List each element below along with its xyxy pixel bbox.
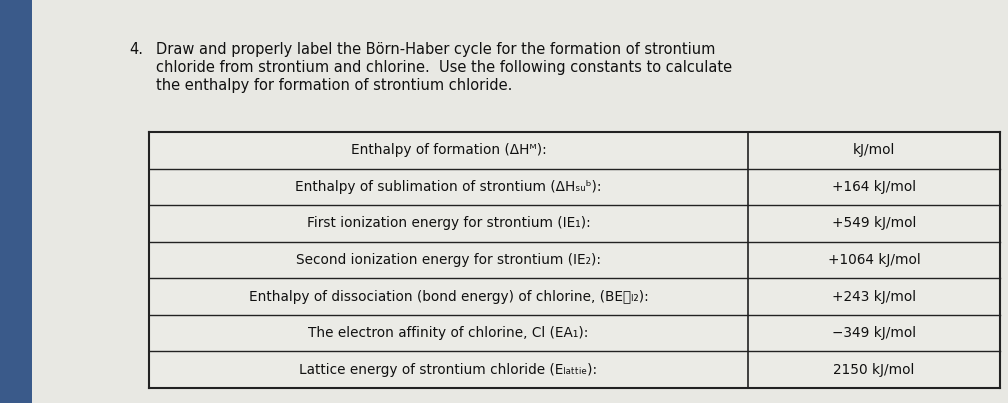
Text: +549 kJ/mol: +549 kJ/mol [832, 216, 916, 231]
Bar [149, 132, 1000, 388]
Text: kJ/mol: kJ/mol [853, 143, 895, 157]
Text: Enthalpy of sublimation of strontium (ΔHₛᵤᵇ):: Enthalpy of sublimation of strontium (ΔH… [295, 180, 602, 194]
Text: +243 kJ/mol: +243 kJ/mol [832, 290, 916, 303]
Text: 2150 kJ/mol: 2150 kJ/mol [834, 363, 914, 377]
Text: Lattice energy of strontium chloride (Eₗₐₜₜᵢ⁣ₑ):: Lattice energy of strontium chloride (Eₗ… [299, 363, 598, 377]
Text: 4.: 4. [129, 42, 143, 57]
Text: +1064 kJ/mol: +1064 kJ/mol [828, 253, 920, 267]
Text: −349 kJ/mol: −349 kJ/mol [832, 326, 916, 340]
Text: chloride from strontium and chlorine.  Use the following constants to calculate: chloride from strontium and chlorine. Us… [156, 60, 733, 75]
Text: The electron affinity of chlorine, Cl (EA₁):: The electron affinity of chlorine, Cl (E… [308, 326, 589, 340]
Text: Enthalpy of dissociation (bond energy) of chlorine, (BEⲟₗ₂):: Enthalpy of dissociation (bond energy) o… [249, 290, 648, 303]
Text: First ionization energy for strontium (IE₁):: First ionization energy for strontium (I… [306, 216, 591, 231]
Text: the enthalpy for formation of strontium chloride.: the enthalpy for formation of strontium … [156, 78, 513, 93]
Bar [0, 0, 32, 403]
Text: Draw and properly label the Börn-Haber cycle for the formation of strontium: Draw and properly label the Börn-Haber c… [156, 42, 716, 57]
Text: Enthalpy of formation (ΔHᴹ):: Enthalpy of formation (ΔHᴹ): [351, 143, 546, 157]
Text: Second ionization energy for strontium (IE₂):: Second ionization energy for strontium (… [296, 253, 601, 267]
Text: +164 kJ/mol: +164 kJ/mol [832, 180, 916, 194]
